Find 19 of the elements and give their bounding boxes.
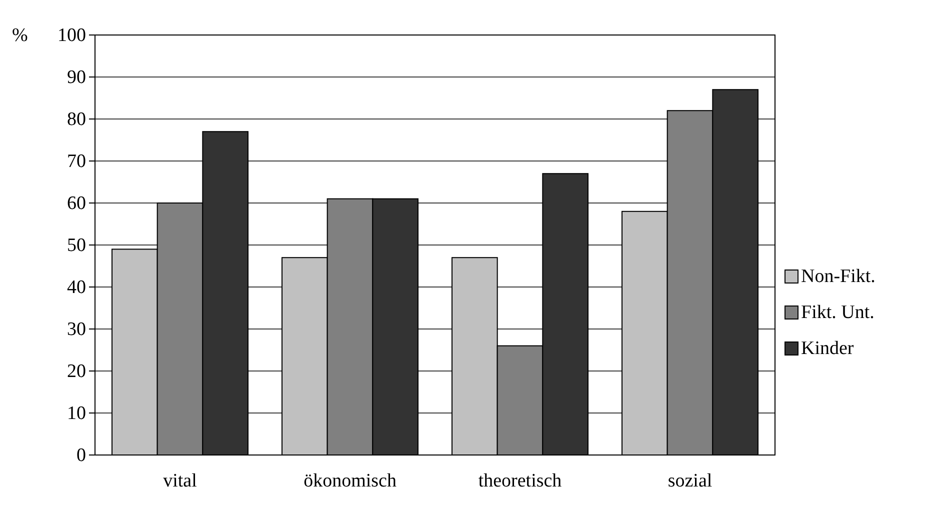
x-tick-label: theoretisch	[478, 470, 562, 492]
legend-label: Kinder	[801, 338, 854, 359]
y-tick-label: 30	[67, 319, 86, 340]
legend-label: Non-Fikt.	[801, 266, 876, 287]
x-tick-label: ökonomisch	[304, 470, 397, 492]
y-tick-label: 100	[58, 25, 86, 46]
y-tick-label: 70	[67, 151, 86, 172]
legend-label: Fikt. Unt.	[801, 302, 874, 323]
x-tick-label: sozial	[668, 470, 712, 492]
y-tick-label: 20	[67, 361, 86, 382]
y-tick-label: 50	[67, 235, 86, 256]
y-tick-label: 40	[67, 277, 86, 298]
y-tick-label: 0	[76, 445, 86, 466]
y-tick-label: 80	[67, 109, 86, 130]
y-tick-label: 90	[67, 67, 86, 88]
y-axis-title: %	[12, 25, 28, 46]
y-tick-label: 10	[67, 403, 86, 424]
x-tick-label: vital	[163, 470, 197, 492]
y-tick-label: 60	[67, 193, 86, 214]
